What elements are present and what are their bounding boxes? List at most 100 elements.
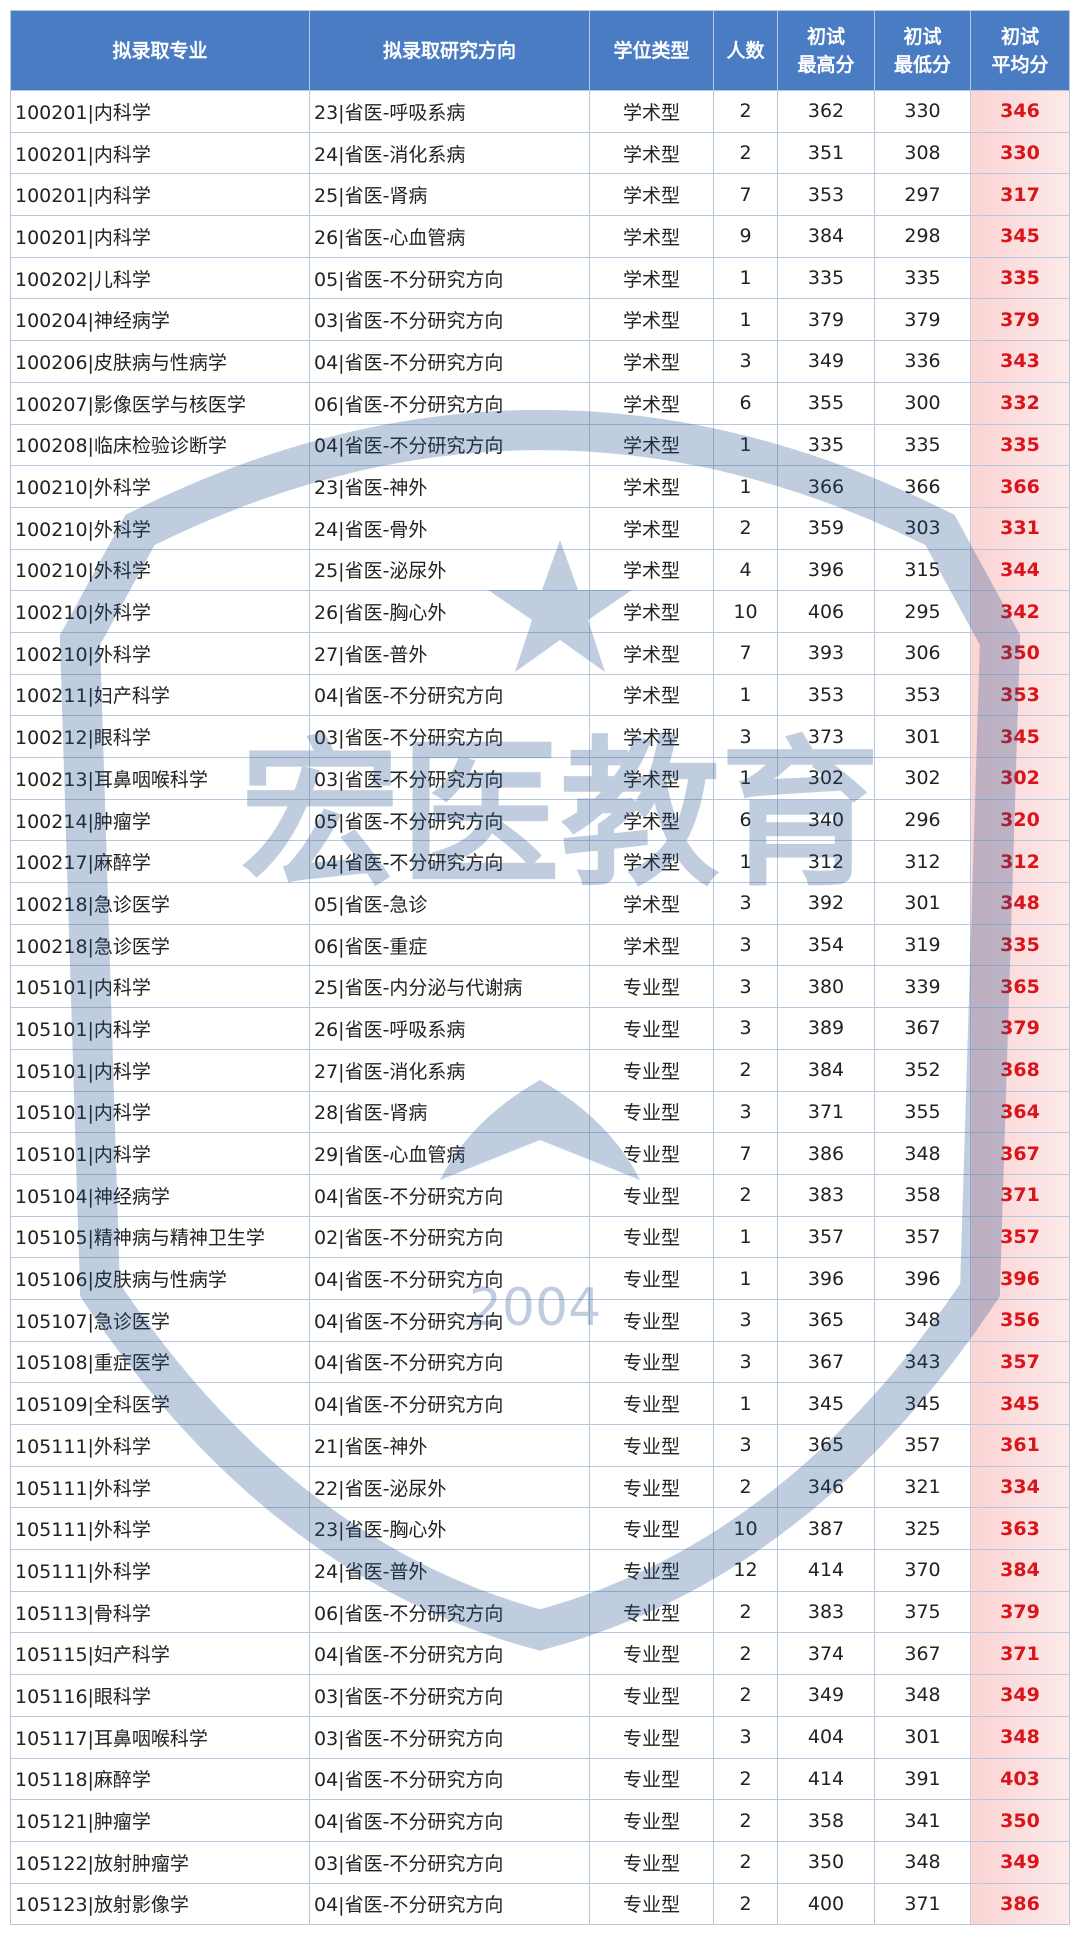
- table-cell: 03|省医-不分研究方向: [309, 1674, 590, 1717]
- table-cell: 24|省医-普外: [309, 1549, 590, 1592]
- table-cell: 343: [874, 1340, 971, 1384]
- avg-score-cell: 386: [970, 1882, 1070, 1926]
- table-row: 105101|内科学 27|省医-消化系病 专业型 2 384 352 368: [10, 1048, 1070, 1092]
- table-cell: 319: [874, 923, 971, 967]
- table-cell: 100201|内科学: [10, 90, 310, 133]
- table-cell: 27|省医-普外: [309, 631, 590, 675]
- admission-table: 拟录取专业 拟录取研究方向 学位类型 人数 初试 最高分 初试 最低分 初试 平均分 100201…: [10, 10, 1070, 1926]
- table-cell: 24|省医-消化系病: [309, 131, 590, 175]
- table-cell: 06|省医-不分研究方向: [309, 1590, 590, 1634]
- table-cell: 358: [874, 1173, 971, 1217]
- table-cell: 308: [874, 131, 971, 175]
- table-cell: 350: [777, 1840, 875, 1884]
- table-cell: 学术型: [589, 131, 714, 175]
- table-cell: 100210|外科学: [10, 631, 310, 675]
- table-cell: 105123|放射影像学: [10, 1882, 310, 1926]
- table-cell: 专业型: [589, 1257, 714, 1300]
- table-row: 105101|内科学 25|省医-内分泌与代谢病 专业型 3 380 339 365: [10, 965, 1070, 1009]
- table-cell: 专业型: [589, 965, 714, 1009]
- table-cell: 学术型: [589, 506, 714, 550]
- table-cell: 7: [713, 1132, 778, 1175]
- table-cell: 学术型: [589, 798, 714, 842]
- avg-score-cell: 343: [970, 340, 1070, 383]
- table-cell: 04|省医-不分研究方向: [309, 1757, 590, 1801]
- table-cell: 2: [713, 1173, 778, 1217]
- table-cell: 105118|麻醉学: [10, 1757, 310, 1801]
- table-row: 105121|肿瘤学 04|省医-不分研究方向 专业型 2 358 341 350: [10, 1799, 1070, 1842]
- table-row: 105101|内科学 29|省医-心血管病 专业型 7 386 348 367: [10, 1132, 1070, 1175]
- table-cell: 学术型: [589, 381, 714, 425]
- avg-score-cell: 335: [970, 256, 1070, 300]
- avg-score-cell: 335: [970, 923, 1070, 967]
- table-cell: 专业型: [589, 1132, 714, 1175]
- avg-score-cell: 366: [970, 465, 1070, 508]
- table-cell: 6: [713, 798, 778, 842]
- table-cell: 396: [874, 1257, 971, 1300]
- header-cell: 初试 最低分: [874, 10, 971, 91]
- table-row: 100207|影像医学与核医学 06|省医-不分研究方向 学术型 6 355 300 332: [10, 381, 1070, 425]
- header-text: 学位类型: [613, 39, 690, 62]
- table-cell: 学术型: [589, 423, 714, 467]
- table-cell: 9: [713, 215, 778, 258]
- table-cell: 105111|外科学: [10, 1549, 310, 1592]
- header-text: 拟录取专业: [112, 39, 208, 62]
- table-cell: 355: [874, 1090, 971, 1134]
- table-row: 100210|外科学 24|省医-骨外 学术型 2 359 303 331: [10, 506, 1070, 550]
- table-cell: 100210|外科学: [10, 465, 310, 508]
- table-row: 105101|内科学 26|省医-呼吸系病 专业型 3 389 367 379: [10, 1007, 1070, 1050]
- table-cell: 专业型: [589, 1715, 714, 1759]
- table-cell: 366: [874, 465, 971, 508]
- table-cell: 414: [777, 1757, 875, 1801]
- table-cell: 2: [713, 1590, 778, 1634]
- table-cell: 2: [713, 90, 778, 133]
- table-row: 105111|外科学 22|省医-泌尿外 专业型 2 346 321 334: [10, 1465, 1070, 1509]
- table-cell: 04|省医-不分研究方向: [309, 1340, 590, 1384]
- header-cell: 拟录取专业: [10, 10, 310, 91]
- avg-score-cell: 379: [970, 298, 1070, 342]
- table-cell: 02|省医-不分研究方向: [309, 1215, 590, 1259]
- table-cell: 3: [713, 923, 778, 967]
- table-cell: 339: [874, 965, 971, 1009]
- avg-score-cell: 349: [970, 1840, 1070, 1884]
- avg-score-cell: 350: [970, 631, 1070, 675]
- table-cell: 301: [874, 715, 971, 758]
- table-cell: 105111|外科学: [10, 1507, 310, 1551]
- table-cell: 学术型: [589, 548, 714, 592]
- table-cell: 04|省医-不分研究方向: [309, 1382, 590, 1425]
- header-text: 平均分: [991, 53, 1049, 76]
- table-cell: 1: [713, 298, 778, 342]
- table-cell: 348: [874, 1674, 971, 1717]
- table-cell: 03|省医-不分研究方向: [309, 298, 590, 342]
- header-row: 拟录取专业 拟录取研究方向 学位类型 人数 初试 最高分 初试 最低分 初试 平均分: [10, 10, 1070, 91]
- table-cell: 379: [777, 298, 875, 342]
- table-cell: 3: [713, 340, 778, 383]
- table-cell: 312: [874, 840, 971, 884]
- table-cell: 386: [777, 1132, 875, 1175]
- table-cell: 105111|外科学: [10, 1465, 310, 1509]
- table-cell: 406: [777, 590, 875, 633]
- table-row: 105113|骨科学 06|省医-不分研究方向 专业型 2 383 375 379: [10, 1590, 1070, 1634]
- header-text: 最低分: [893, 53, 951, 76]
- avg-score-cell: 345: [970, 715, 1070, 758]
- table-cell: 312: [777, 840, 875, 884]
- table-cell: 03|省医-不分研究方向: [309, 715, 590, 758]
- avg-score-cell: 365: [970, 965, 1070, 1009]
- table-cell: 04|省医-不分研究方向: [309, 1257, 590, 1300]
- table-cell: 学术型: [589, 715, 714, 758]
- table-cell: 专业型: [589, 1382, 714, 1425]
- table-cell: 03|省医-不分研究方向: [309, 1715, 590, 1759]
- table-cell: 404: [777, 1715, 875, 1759]
- table-cell: 346: [777, 1465, 875, 1509]
- avg-score-cell: 331: [970, 506, 1070, 550]
- table-cell: 05|省医-不分研究方向: [309, 256, 590, 300]
- table-cell: 353: [777, 173, 875, 217]
- table-cell: 371: [874, 1882, 971, 1926]
- table-cell: 387: [777, 1507, 875, 1551]
- table-cell: 22|省医-泌尿外: [309, 1465, 590, 1509]
- table-row: 105117|耳鼻咽喉科学 03|省医-不分研究方向 专业型 3 404 301 348: [10, 1715, 1070, 1759]
- table-cell: 303: [874, 506, 971, 550]
- table-cell: 100207|影像医学与核医学: [10, 381, 310, 425]
- table-cell: 335: [777, 256, 875, 300]
- table-cell: 专业型: [589, 1882, 714, 1926]
- table-row: 100210|外科学 23|省医-神外 学术型 1 366 366 366: [10, 465, 1070, 508]
